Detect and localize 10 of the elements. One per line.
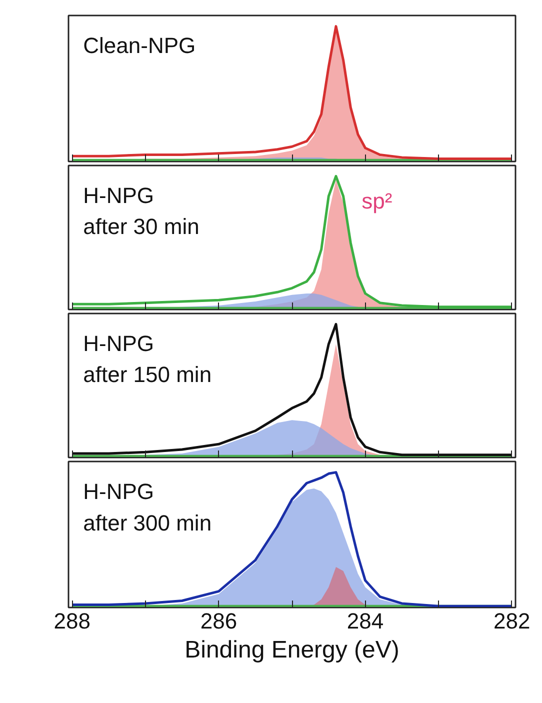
x-tick-label: 282: [493, 608, 530, 634]
x-tick-label: 284: [346, 608, 384, 634]
chart-title: Clean-NPG: [83, 33, 196, 58]
x-tick-label: 286: [200, 608, 238, 634]
x-axis-title: Binding Energy (eV): [184, 636, 400, 664]
text: H-NPG after 150 min: [83, 330, 212, 388]
text: H-NPG after 300 min: [83, 479, 212, 536]
x-tick-label: 288: [54, 608, 91, 634]
annotation: sp²: [362, 188, 392, 214]
text: H-NPG after 30 min: [83, 182, 200, 240]
